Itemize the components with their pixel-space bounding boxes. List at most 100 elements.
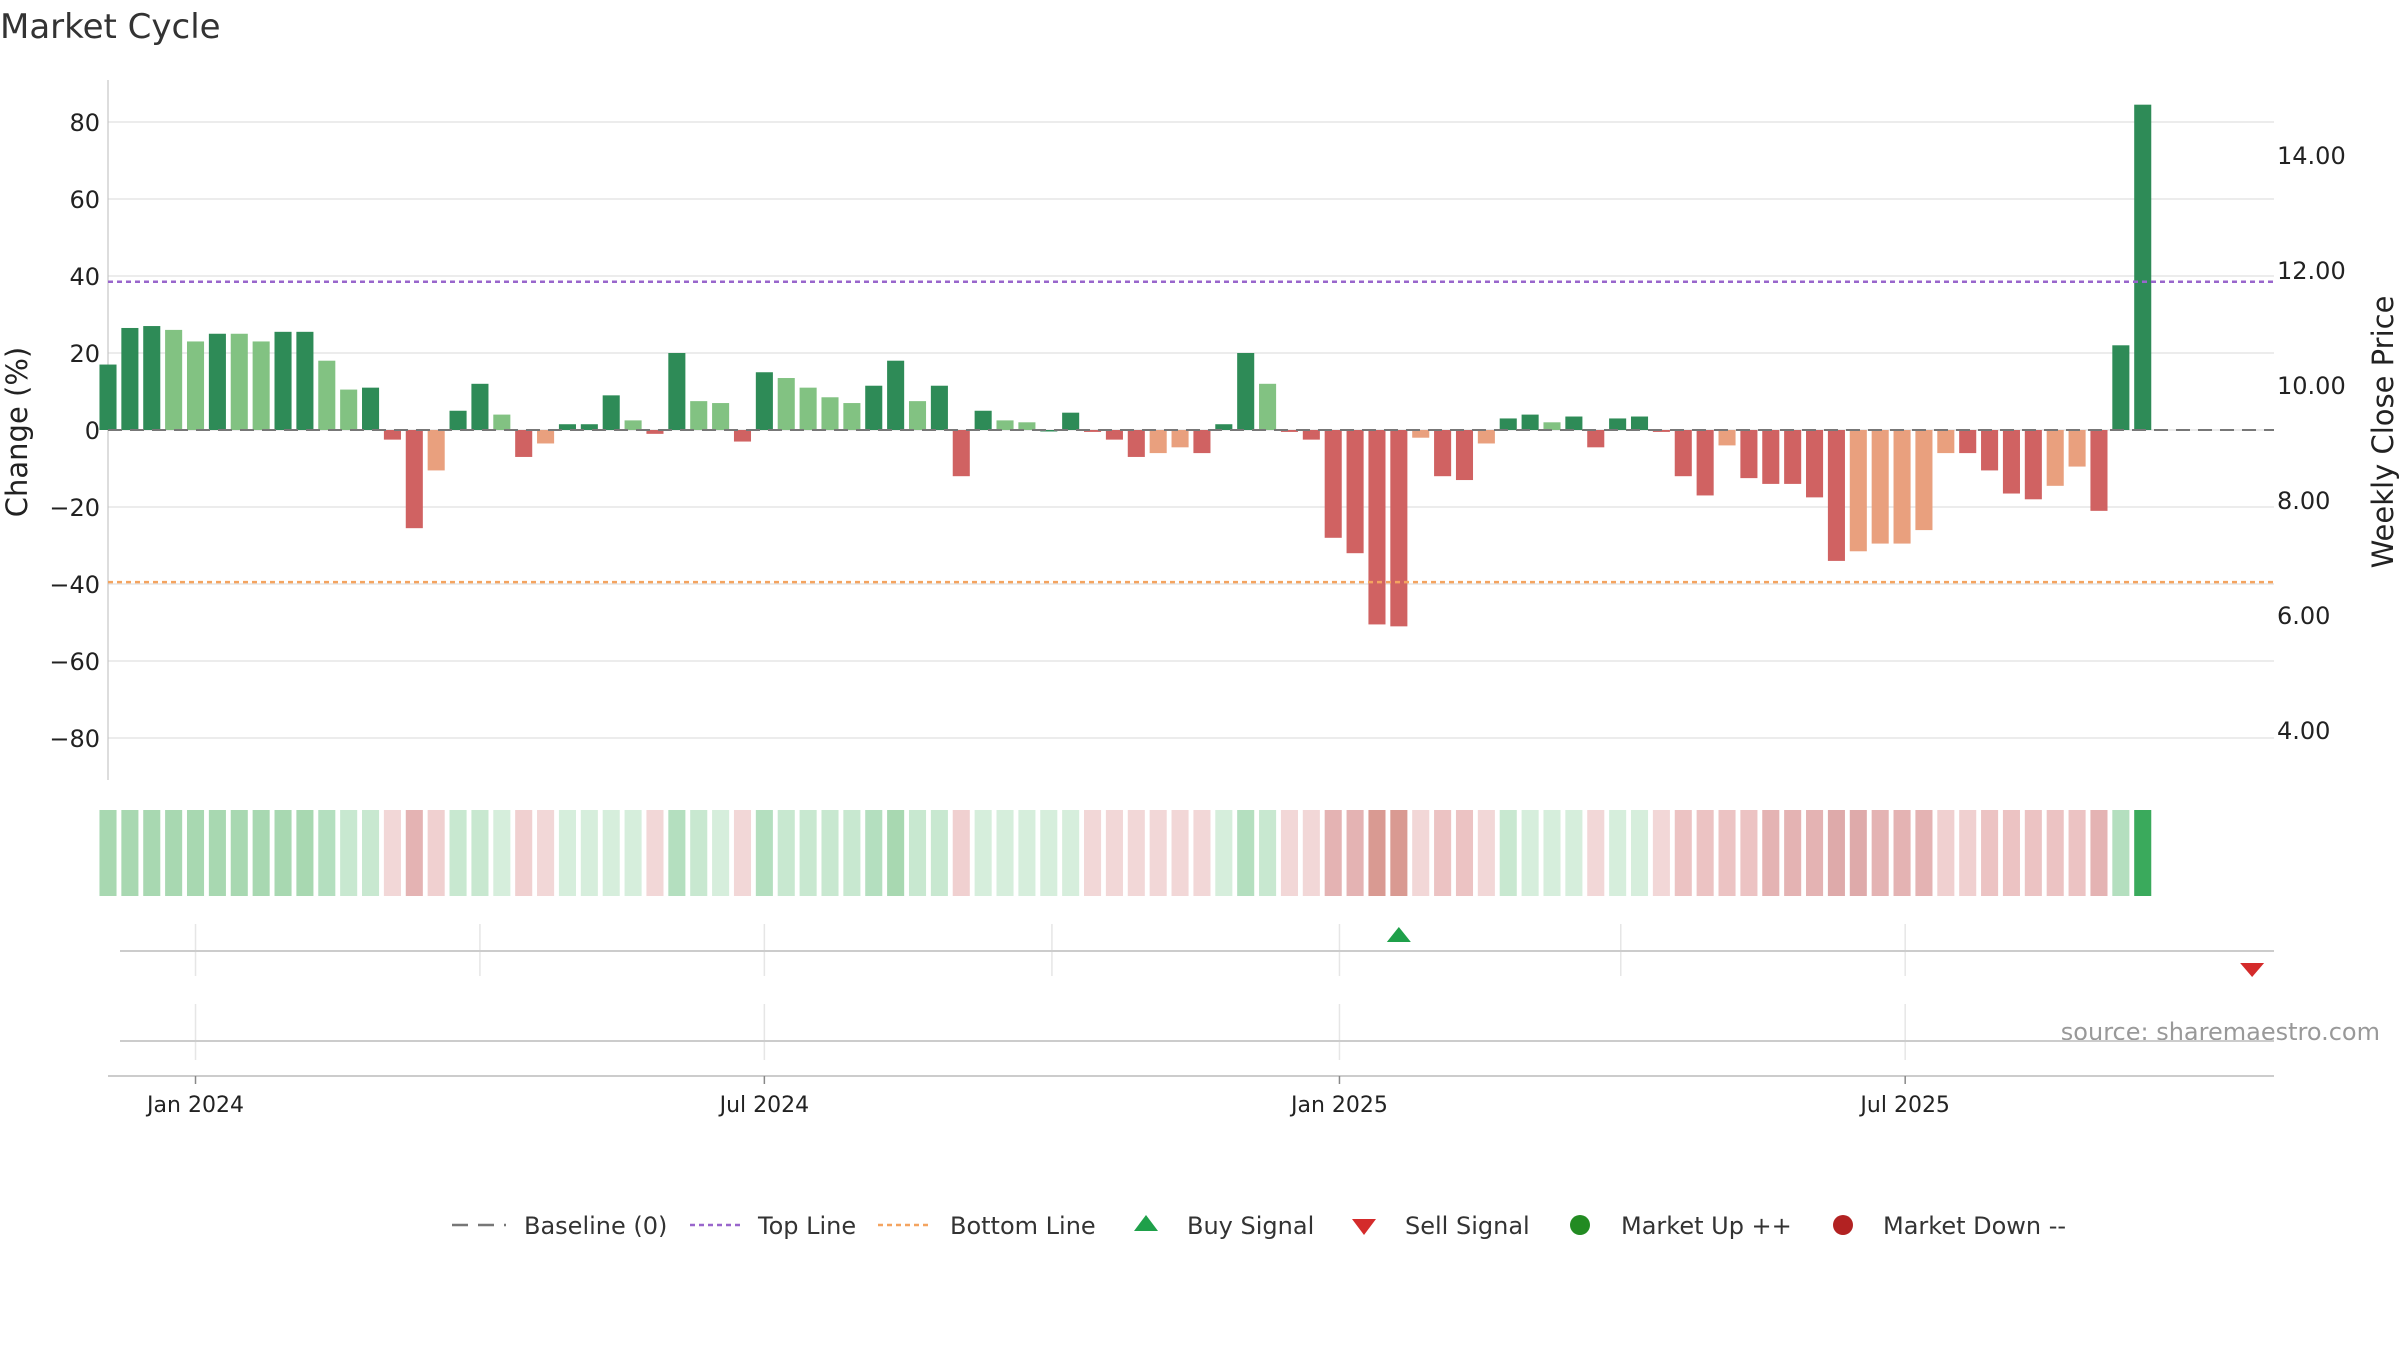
bar bbox=[471, 383, 489, 430]
strip-cell bbox=[1696, 810, 1714, 896]
strip-cell bbox=[1018, 810, 1036, 896]
strip-cell bbox=[1652, 810, 1670, 896]
strip-cell bbox=[383, 810, 401, 896]
bar bbox=[1587, 430, 1605, 448]
x-tick-label: Jul 2025 bbox=[1858, 1093, 1950, 1118]
bar bbox=[537, 430, 555, 444]
bar bbox=[1806, 430, 1824, 498]
bar bbox=[974, 410, 992, 430]
strip-cell bbox=[1674, 810, 1692, 896]
strip-cell bbox=[1718, 810, 1736, 896]
strip-cell bbox=[449, 810, 467, 896]
bar bbox=[2046, 430, 2064, 486]
strip-cell bbox=[1390, 810, 1408, 896]
strip-cell bbox=[1762, 810, 1780, 896]
bar bbox=[1565, 416, 1583, 430]
bar bbox=[733, 430, 752, 442]
strip-cell bbox=[2090, 810, 2108, 896]
x-tick-label: Jan 2024 bbox=[145, 1093, 244, 1118]
bar bbox=[908, 401, 927, 430]
bar bbox=[1280, 430, 1298, 432]
bar bbox=[624, 420, 642, 430]
strip-cell bbox=[690, 810, 708, 896]
bar bbox=[121, 327, 139, 430]
strip-cell bbox=[1127, 810, 1145, 896]
strip-cell bbox=[121, 810, 139, 896]
strip-cell bbox=[1346, 810, 1364, 896]
bar bbox=[340, 389, 358, 430]
legend-swatch-buy bbox=[1134, 1215, 1158, 1231]
y-tick-label-right: 4.00 bbox=[2277, 717, 2330, 745]
y-tick-label-right: 14.00 bbox=[2277, 142, 2346, 170]
strip-cell bbox=[1302, 810, 1320, 896]
bar bbox=[1434, 430, 1452, 477]
bar bbox=[405, 430, 423, 529]
bar bbox=[2134, 104, 2152, 431]
bar bbox=[493, 414, 511, 430]
strip-cell bbox=[558, 810, 576, 896]
strip-cell bbox=[1806, 810, 1824, 896]
y-tick-label-right: 10.00 bbox=[2277, 372, 2346, 400]
bar bbox=[1937, 430, 1955, 454]
bar bbox=[602, 395, 620, 430]
strip-cell bbox=[1630, 810, 1649, 896]
strip-cell bbox=[799, 810, 817, 896]
strip-cell bbox=[1959, 810, 1977, 896]
strip-cell bbox=[493, 810, 511, 896]
y-tick-label-right: 8.00 bbox=[2277, 487, 2330, 515]
x-tick-label: Jul 2024 bbox=[718, 1093, 810, 1118]
strip-cell bbox=[1543, 810, 1561, 896]
bar bbox=[1455, 430, 1474, 481]
y-tick-label-right: 6.00 bbox=[2277, 602, 2330, 630]
y-tick-label-left: −60 bbox=[49, 648, 100, 676]
bar bbox=[1915, 430, 1933, 531]
y-tick-label-left: 60 bbox=[69, 186, 100, 214]
bar bbox=[2068, 430, 2086, 467]
strip-cell bbox=[712, 810, 730, 896]
bar bbox=[143, 326, 161, 430]
bar bbox=[887, 360, 905, 430]
bar bbox=[1959, 430, 1977, 454]
strip-cell bbox=[2134, 810, 2152, 896]
sell-signal-marker bbox=[2240, 963, 2265, 977]
bar bbox=[165, 329, 183, 430]
strip-cell bbox=[624, 810, 642, 896]
strip-cell bbox=[1477, 810, 1495, 896]
bar bbox=[952, 430, 970, 477]
bar bbox=[1302, 430, 1320, 440]
buy-signal-marker bbox=[1386, 927, 1411, 942]
strip-cell bbox=[1587, 810, 1605, 896]
bar bbox=[777, 378, 795, 430]
y-tick-label-left: 20 bbox=[69, 340, 100, 368]
bar bbox=[1149, 430, 1167, 454]
bar bbox=[1215, 424, 1233, 430]
strip-cell bbox=[1915, 810, 1933, 896]
strip-cell bbox=[208, 810, 226, 896]
y-tick-label-left: 0 bbox=[85, 417, 100, 445]
bar bbox=[1193, 430, 1211, 454]
strip-cell bbox=[1084, 810, 1102, 896]
bar bbox=[930, 385, 948, 430]
bar bbox=[558, 424, 576, 430]
bar bbox=[865, 385, 883, 430]
legend-label: Market Up ++ bbox=[1621, 1212, 1792, 1240]
bar bbox=[1609, 418, 1627, 430]
strip-cell bbox=[1609, 810, 1627, 896]
strip-cell bbox=[908, 810, 927, 896]
strip-cell bbox=[1412, 810, 1430, 896]
strip-cell bbox=[1827, 810, 1845, 896]
bar bbox=[821, 397, 839, 430]
bar bbox=[690, 401, 708, 430]
y-tick-label-left: −20 bbox=[49, 494, 100, 522]
strip-cell bbox=[1105, 810, 1123, 896]
bar bbox=[362, 387, 380, 430]
strip-cell bbox=[296, 810, 314, 896]
strip-cell bbox=[2002, 810, 2020, 896]
strip-cell bbox=[1062, 810, 1080, 896]
strip-cell bbox=[1040, 810, 1058, 896]
x-tick-label: Jan 2025 bbox=[1289, 1093, 1388, 1118]
strip-cell bbox=[2112, 810, 2130, 896]
legend-label: Market Down -- bbox=[1883, 1212, 2066, 1240]
strip-cell bbox=[362, 810, 380, 896]
